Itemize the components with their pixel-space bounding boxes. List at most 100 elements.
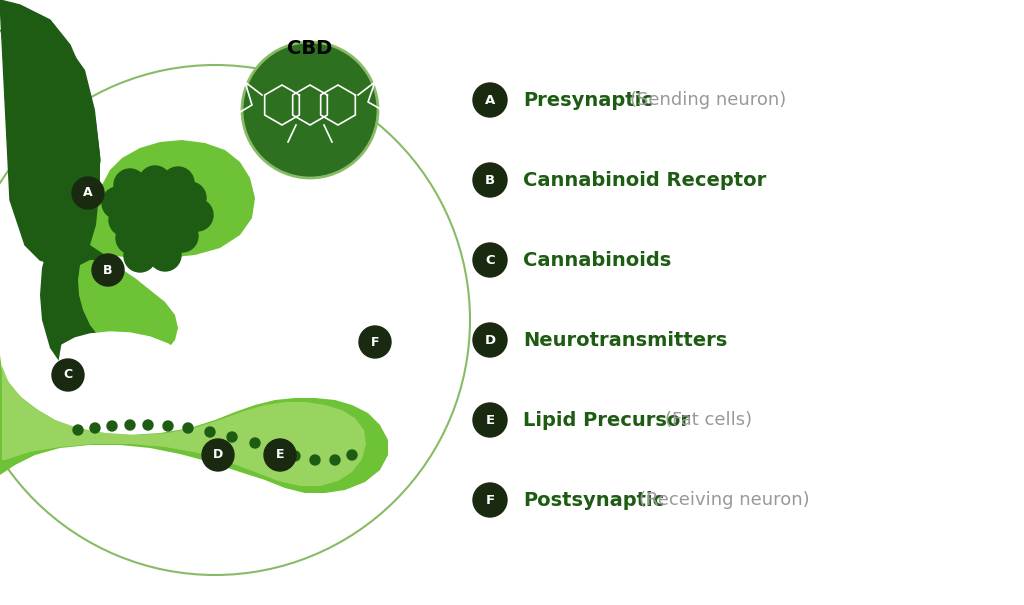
Circle shape — [109, 204, 141, 236]
Circle shape — [156, 351, 164, 359]
Circle shape — [134, 202, 166, 234]
Circle shape — [106, 421, 117, 431]
Circle shape — [163, 421, 173, 431]
Text: Lipid Precursor: Lipid Precursor — [523, 411, 690, 430]
Circle shape — [227, 432, 237, 442]
Text: F: F — [485, 494, 495, 506]
Circle shape — [202, 439, 234, 471]
Circle shape — [186, 377, 194, 385]
Circle shape — [158, 201, 190, 233]
Circle shape — [171, 351, 179, 359]
Circle shape — [71, 364, 79, 372]
Circle shape — [242, 42, 378, 178]
Text: (Sending neuron): (Sending neuron) — [630, 91, 786, 109]
Circle shape — [116, 222, 148, 254]
Circle shape — [135, 364, 143, 372]
Circle shape — [162, 167, 194, 199]
Circle shape — [108, 377, 116, 385]
Circle shape — [97, 390, 105, 398]
Circle shape — [250, 438, 260, 448]
PathPatch shape — [2, 366, 366, 486]
Text: A: A — [83, 186, 93, 200]
Text: E: E — [275, 448, 285, 462]
Circle shape — [473, 243, 507, 277]
Circle shape — [194, 364, 202, 372]
Circle shape — [264, 439, 296, 471]
Circle shape — [113, 390, 121, 398]
Circle shape — [143, 420, 153, 430]
Circle shape — [473, 403, 507, 437]
Circle shape — [151, 184, 183, 216]
Circle shape — [347, 450, 357, 460]
Circle shape — [270, 445, 280, 455]
PathPatch shape — [58, 348, 170, 415]
Circle shape — [142, 221, 174, 253]
Circle shape — [156, 377, 164, 385]
Circle shape — [76, 351, 84, 359]
Circle shape — [129, 390, 137, 398]
Text: Neurotransmitters: Neurotransmitters — [523, 330, 727, 350]
Circle shape — [127, 184, 159, 216]
Circle shape — [73, 425, 83, 435]
Circle shape — [124, 351, 132, 359]
Circle shape — [81, 390, 89, 398]
Text: A: A — [485, 94, 496, 106]
Polygon shape — [56, 332, 193, 418]
Circle shape — [151, 364, 159, 372]
Circle shape — [171, 377, 179, 385]
Text: CBD: CBD — [288, 39, 333, 57]
Circle shape — [103, 364, 111, 372]
PathPatch shape — [90, 140, 255, 258]
Circle shape — [92, 377, 100, 385]
Circle shape — [310, 455, 319, 465]
PathPatch shape — [78, 260, 178, 358]
Circle shape — [473, 163, 507, 197]
Text: Postsynaptic: Postsynaptic — [523, 491, 665, 509]
Circle shape — [102, 187, 134, 219]
Text: B: B — [103, 264, 113, 276]
Circle shape — [52, 359, 84, 391]
Text: D: D — [213, 448, 223, 462]
Circle shape — [473, 483, 507, 517]
Text: E: E — [485, 413, 495, 427]
Text: Cannabinoid Receptor: Cannabinoid Receptor — [523, 171, 766, 189]
Polygon shape — [0, 0, 100, 265]
Circle shape — [72, 177, 104, 209]
Circle shape — [359, 326, 391, 358]
PathPatch shape — [0, 20, 150, 398]
Circle shape — [125, 420, 135, 430]
Circle shape — [124, 240, 156, 272]
Circle shape — [92, 351, 100, 359]
Circle shape — [186, 351, 194, 359]
Circle shape — [181, 364, 189, 372]
Circle shape — [119, 364, 127, 372]
Circle shape — [90, 423, 100, 433]
Circle shape — [108, 351, 116, 359]
Circle shape — [140, 351, 148, 359]
Text: C: C — [63, 368, 73, 382]
Circle shape — [124, 377, 132, 385]
Circle shape — [183, 423, 193, 433]
Circle shape — [473, 323, 507, 357]
Circle shape — [473, 83, 507, 117]
Circle shape — [176, 390, 184, 398]
Circle shape — [174, 182, 206, 214]
Text: (Fat cells): (Fat cells) — [665, 411, 752, 429]
Circle shape — [205, 427, 215, 437]
Text: C: C — [485, 253, 495, 266]
Text: B: B — [485, 174, 495, 186]
Circle shape — [166, 364, 174, 372]
Circle shape — [181, 199, 213, 231]
Circle shape — [92, 254, 124, 286]
Circle shape — [139, 166, 171, 198]
Text: D: D — [484, 333, 496, 347]
Circle shape — [166, 220, 198, 252]
Circle shape — [150, 239, 181, 271]
Text: Presynaptic: Presynaptic — [523, 91, 653, 110]
Circle shape — [76, 377, 84, 385]
Circle shape — [330, 455, 340, 465]
Text: F: F — [371, 336, 379, 348]
Text: Cannabinoids: Cannabinoids — [523, 250, 672, 269]
Circle shape — [140, 377, 148, 385]
Text: (Receiving neuron): (Receiving neuron) — [639, 491, 809, 509]
